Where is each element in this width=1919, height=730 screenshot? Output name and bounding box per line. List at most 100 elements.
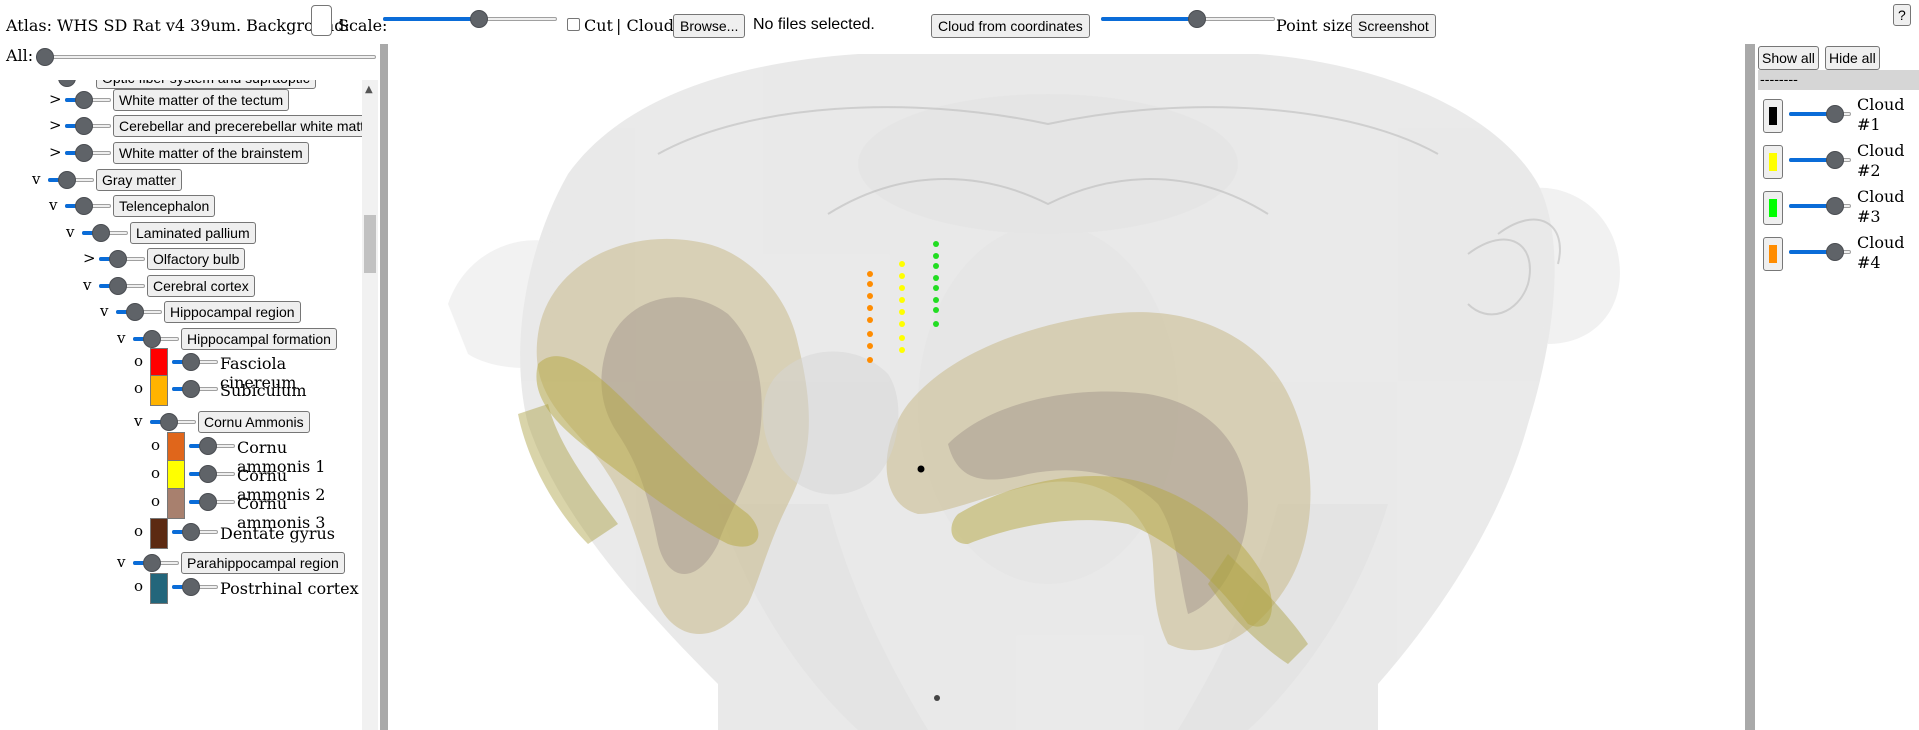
opacity-slider-thumb[interactable] bbox=[126, 303, 144, 321]
opacity-slider[interactable] bbox=[172, 576, 218, 598]
cloud-opacity-slider[interactable] bbox=[1789, 195, 1851, 217]
tree-scrollbar[interactable]: ▲ bbox=[362, 80, 378, 730]
tree-toggle[interactable]: v bbox=[117, 329, 126, 347]
tree-toggle[interactable]: > bbox=[49, 90, 62, 108]
cloud-from-coordinates-button[interactable]: Cloud from coordinates bbox=[931, 14, 1090, 38]
tree-toggle[interactable]: v bbox=[66, 223, 75, 241]
3d-viewer-canvas[interactable] bbox=[388, 44, 1745, 730]
opacity-slider-thumb[interactable] bbox=[109, 250, 127, 268]
screenshot-button[interactable]: Screenshot bbox=[1351, 14, 1436, 38]
structure-button[interactable]: Cerebral cortex bbox=[147, 275, 255, 297]
point-size-slider-thumb[interactable] bbox=[1188, 10, 1206, 28]
tree-scroll-thumb[interactable] bbox=[364, 215, 376, 273]
structure-color-swatch[interactable] bbox=[167, 488, 185, 519]
opacity-slider-thumb[interactable] bbox=[1826, 151, 1844, 169]
opacity-slider-thumb[interactable] bbox=[182, 353, 200, 371]
opacity-slider[interactable] bbox=[150, 411, 196, 433]
all-opacity-slider-thumb[interactable] bbox=[36, 48, 54, 66]
scale-slider-thumb[interactable] bbox=[470, 10, 488, 28]
opacity-slider[interactable] bbox=[172, 521, 218, 543]
scale-slider[interactable] bbox=[383, 8, 557, 30]
structure-button[interactable]: White matter of the brainstem bbox=[113, 142, 309, 164]
right-splitter[interactable] bbox=[1745, 44, 1755, 730]
opacity-slider-thumb[interactable] bbox=[182, 380, 200, 398]
opacity-slider[interactable] bbox=[99, 275, 145, 297]
opacity-slider[interactable] bbox=[65, 142, 111, 164]
tree-toggle[interactable]: v bbox=[32, 170, 41, 188]
tree-toggle[interactable]: o bbox=[134, 379, 144, 397]
opacity-slider[interactable] bbox=[172, 351, 218, 373]
tree-toggle[interactable]: o bbox=[151, 492, 161, 510]
opacity-slider[interactable] bbox=[189, 463, 235, 485]
structure-button[interactable]: Telencephalon bbox=[113, 195, 216, 217]
tree-toggle[interactable]: > bbox=[49, 116, 62, 134]
opacity-slider[interactable] bbox=[48, 169, 94, 191]
opacity-slider-thumb[interactable] bbox=[75, 144, 93, 162]
tree-toggle[interactable]: o bbox=[151, 436, 161, 454]
opacity-slider[interactable] bbox=[65, 195, 111, 217]
cloud-opacity-slider[interactable] bbox=[1789, 241, 1851, 263]
tree-toggle[interactable]: v bbox=[83, 276, 92, 294]
opacity-slider-thumb[interactable] bbox=[182, 523, 200, 541]
tree-toggle[interactable]: > bbox=[49, 143, 62, 161]
opacity-slider-thumb[interactable] bbox=[1826, 105, 1844, 123]
tree-toggle[interactable]: o bbox=[151, 464, 161, 482]
structure-color-swatch[interactable] bbox=[150, 573, 168, 604]
opacity-slider-thumb[interactable] bbox=[58, 171, 76, 189]
scroll-up-arrow-icon[interactable]: ▲ bbox=[365, 84, 373, 95]
structure-button[interactable]: Olfactory bulb bbox=[147, 248, 246, 270]
opacity-slider-thumb[interactable] bbox=[75, 117, 93, 135]
structure-button[interactable]: Hippocampal formation bbox=[181, 328, 337, 350]
structure-color-swatch[interactable] bbox=[150, 375, 168, 406]
tree-toggle[interactable]: o bbox=[134, 522, 144, 540]
opacity-slider-thumb[interactable] bbox=[199, 465, 217, 483]
opacity-slider-thumb[interactable] bbox=[143, 554, 161, 572]
structure-button[interactable]: Cornu Ammonis bbox=[198, 411, 310, 433]
opacity-slider-thumb[interactable] bbox=[1826, 243, 1844, 261]
hide-all-button[interactable]: Hide all bbox=[1825, 46, 1880, 70]
opacity-slider[interactable] bbox=[99, 248, 145, 270]
structure-button[interactable]: Gray matter bbox=[96, 169, 182, 191]
tree-toggle[interactable]: o bbox=[134, 577, 144, 595]
opacity-slider-thumb[interactable] bbox=[75, 91, 93, 109]
opacity-slider-thumb[interactable] bbox=[109, 277, 127, 295]
opacity-slider-thumb[interactable] bbox=[182, 578, 200, 596]
opacity-slider[interactable] bbox=[65, 115, 111, 137]
opacity-slider[interactable] bbox=[133, 328, 179, 350]
opacity-slider-thumb[interactable] bbox=[160, 413, 178, 431]
cloud-opacity-slider[interactable] bbox=[1789, 149, 1851, 171]
opacity-slider[interactable] bbox=[133, 552, 179, 574]
opacity-slider[interactable] bbox=[189, 491, 235, 513]
opacity-slider-thumb[interactable] bbox=[92, 224, 110, 242]
opacity-slider[interactable] bbox=[172, 378, 218, 400]
opacity-slider[interactable] bbox=[65, 89, 111, 111]
opacity-slider[interactable] bbox=[116, 301, 162, 323]
tree-toggle[interactable]: v bbox=[117, 553, 126, 571]
tree-toggle[interactable]: v bbox=[134, 412, 143, 430]
left-splitter[interactable] bbox=[380, 44, 388, 730]
opacity-slider-thumb[interactable] bbox=[143, 330, 161, 348]
cloud-color-picker[interactable] bbox=[1763, 237, 1783, 271]
opacity-slider[interactable] bbox=[48, 80, 94, 89]
opacity-slider-thumb[interactable] bbox=[1826, 197, 1844, 215]
opacity-slider[interactable] bbox=[189, 435, 235, 457]
point-size-slider[interactable] bbox=[1101, 8, 1275, 30]
structure-color-swatch[interactable] bbox=[167, 460, 185, 491]
cloud-color-picker[interactable] bbox=[1763, 145, 1783, 179]
structure-button[interactable]: Cerebellar and precerebellar white matte… bbox=[113, 115, 362, 137]
opacity-slider-thumb[interactable] bbox=[75, 197, 93, 215]
tree-toggle[interactable]: > bbox=[83, 249, 96, 267]
cloud-color-picker[interactable] bbox=[1763, 191, 1783, 225]
structure-color-swatch[interactable] bbox=[150, 518, 168, 549]
show-all-button[interactable]: Show all bbox=[1758, 46, 1819, 70]
cloud-color-picker[interactable] bbox=[1763, 99, 1783, 133]
opacity-slider-thumb[interactable] bbox=[199, 437, 217, 455]
opacity-slider[interactable] bbox=[82, 222, 128, 244]
tree-toggle[interactable]: v bbox=[49, 196, 58, 214]
structure-button[interactable]: Hippocampal region bbox=[164, 301, 301, 323]
all-opacity-slider[interactable] bbox=[36, 46, 376, 68]
structure-button[interactable]: Laminated pallium bbox=[130, 222, 256, 244]
help-button[interactable]: ? bbox=[1893, 4, 1911, 26]
structure-button[interactable]: White matter of the tectum bbox=[113, 89, 290, 111]
cloud-opacity-slider[interactable] bbox=[1789, 103, 1851, 125]
